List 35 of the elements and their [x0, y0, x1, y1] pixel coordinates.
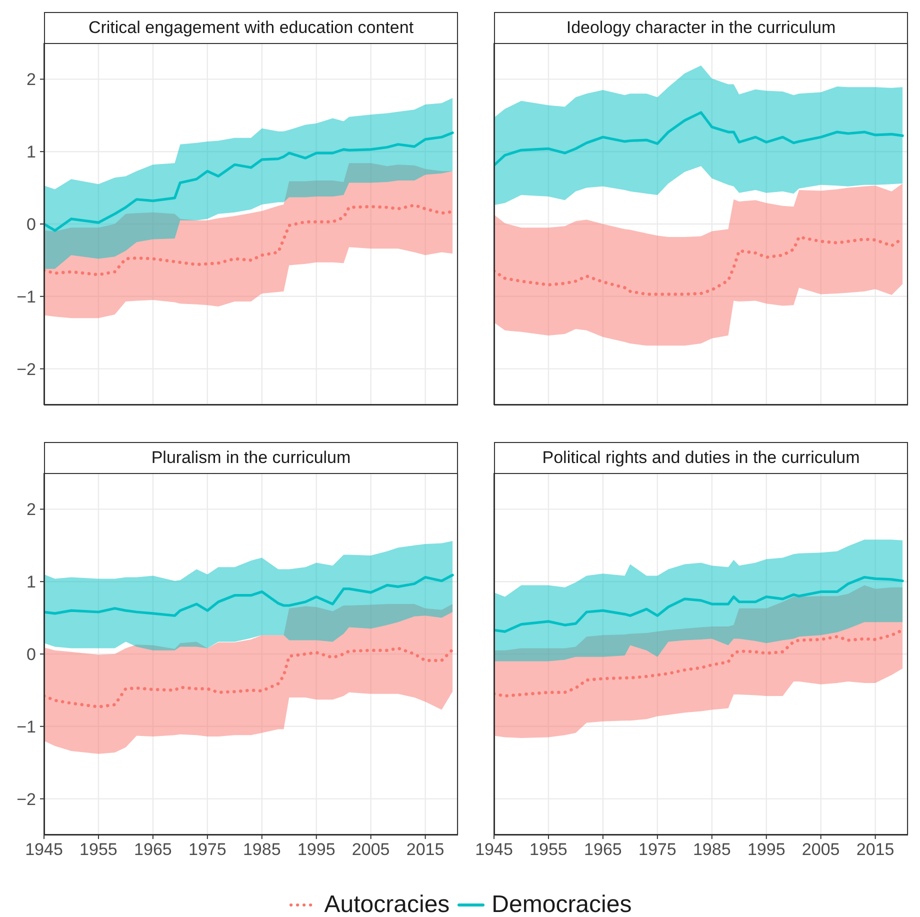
x-tick-label: 1965 [584, 840, 622, 859]
x-tick-label: 2005 [802, 840, 840, 859]
y-tick-label: 0 [26, 645, 36, 664]
y-tick-label: −2 [16, 360, 36, 379]
x-tick-label: 1945 [475, 840, 513, 859]
x-tick-label: 1975 [188, 840, 226, 859]
y-tick-label: −2 [16, 790, 36, 809]
x-tick-label: 2015 [406, 840, 444, 859]
x-tick-label: 1985 [242, 840, 281, 859]
line-series [44, 646, 454, 708]
x-tick-label: 1995 [297, 840, 336, 859]
chart-title: Ideology character in the curriculum [494, 12, 908, 44]
line-series [44, 131, 454, 232]
y-tick-label: 2 [26, 500, 36, 520]
x-tick-label: 1945 [25, 840, 63, 859]
chart-title: Pluralism in the curriculum [44, 442, 458, 474]
chart-title: Critical engagement with education content [44, 12, 458, 44]
y-tick-label: 1 [26, 142, 36, 162]
line-series [44, 574, 454, 617]
x-tick-label: 1955 [530, 840, 568, 859]
legend-label: Democracies [492, 891, 632, 917]
x-tick-label: 1955 [80, 840, 118, 859]
x-tick-label: 1975 [638, 840, 676, 859]
y-tick-label: 0 [26, 215, 36, 234]
x-tick-label: 2005 [352, 840, 390, 859]
x-tick-label: 1995 [747, 840, 786, 859]
legend-label: Autocracies [324, 891, 450, 917]
x-tick-label: 1965 [134, 840, 172, 859]
y-tick-label: −1 [16, 287, 36, 306]
x-tick-label: 2015 [856, 840, 894, 859]
y-tick-label: −1 [16, 717, 36, 736]
x-tick-label: 1985 [692, 840, 731, 859]
y-tick-label: 2 [26, 70, 36, 90]
y-tick-label: 1 [26, 572, 36, 592]
chart-title: Political rights and duties in the curriculum [494, 442, 908, 474]
